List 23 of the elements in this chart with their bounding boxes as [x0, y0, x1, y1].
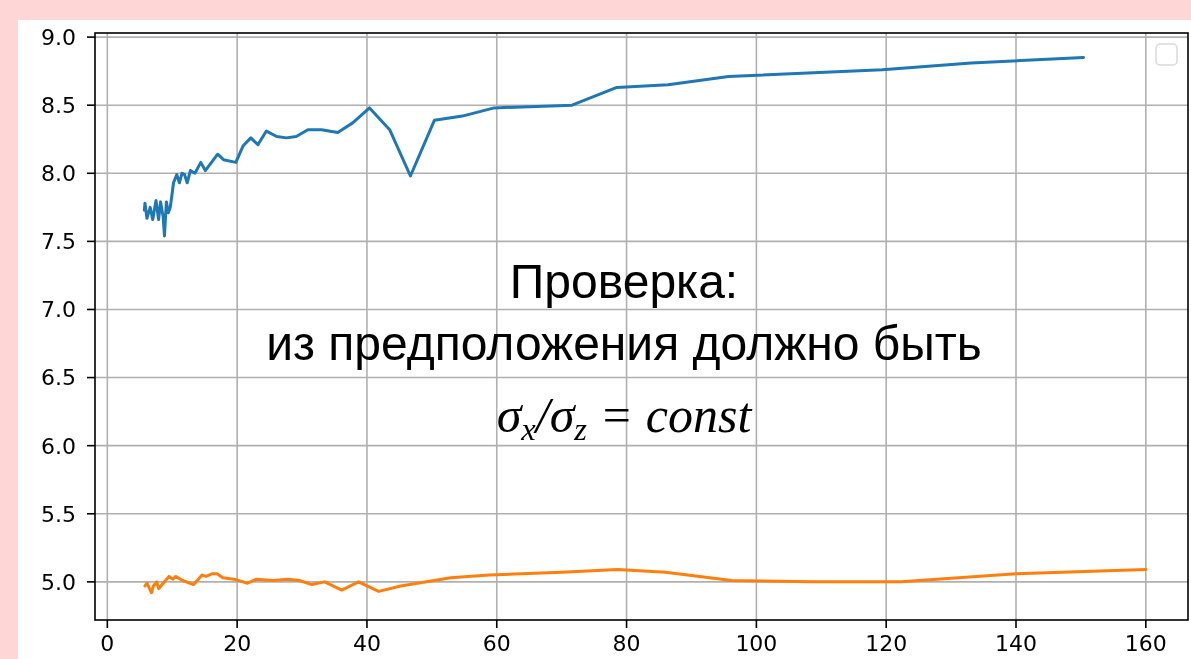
x-tick-label: 80 [612, 631, 641, 656]
x-tick-label: 40 [352, 631, 381, 656]
x-tick-label: 60 [482, 631, 511, 656]
line-series [143, 568, 1148, 595]
x-tick-label: 120 [865, 631, 908, 656]
y-tick-label: 7.0 [41, 297, 76, 323]
y-tick-label: 7.5 [41, 229, 76, 255]
x-tick-label: 20 [223, 631, 252, 656]
x-tick-label: 0 [100, 631, 115, 656]
annotation: σ$_{x}$/σ$_{z}$ = const [496, 387, 753, 448]
y-tick-label: 9.0 [41, 25, 76, 51]
line-series [142, 56, 1085, 238]
x-tick-label: 100 [735, 631, 778, 656]
y-tick-label: 5.0 [41, 569, 76, 595]
y-tick-label: 6.5 [41, 365, 76, 391]
y-tick-label: 8.0 [41, 161, 76, 187]
annotation: из предположения должно быть [266, 317, 982, 370]
y-tick-label: 8.5 [41, 93, 76, 119]
annotation: Проверка: [509, 255, 739, 308]
y-tick-label: 5.5 [41, 501, 76, 527]
x-tick-label: 160 [1124, 631, 1167, 656]
y-tick-label: 6.0 [41, 433, 76, 459]
x-tick-label: 140 [995, 631, 1037, 656]
